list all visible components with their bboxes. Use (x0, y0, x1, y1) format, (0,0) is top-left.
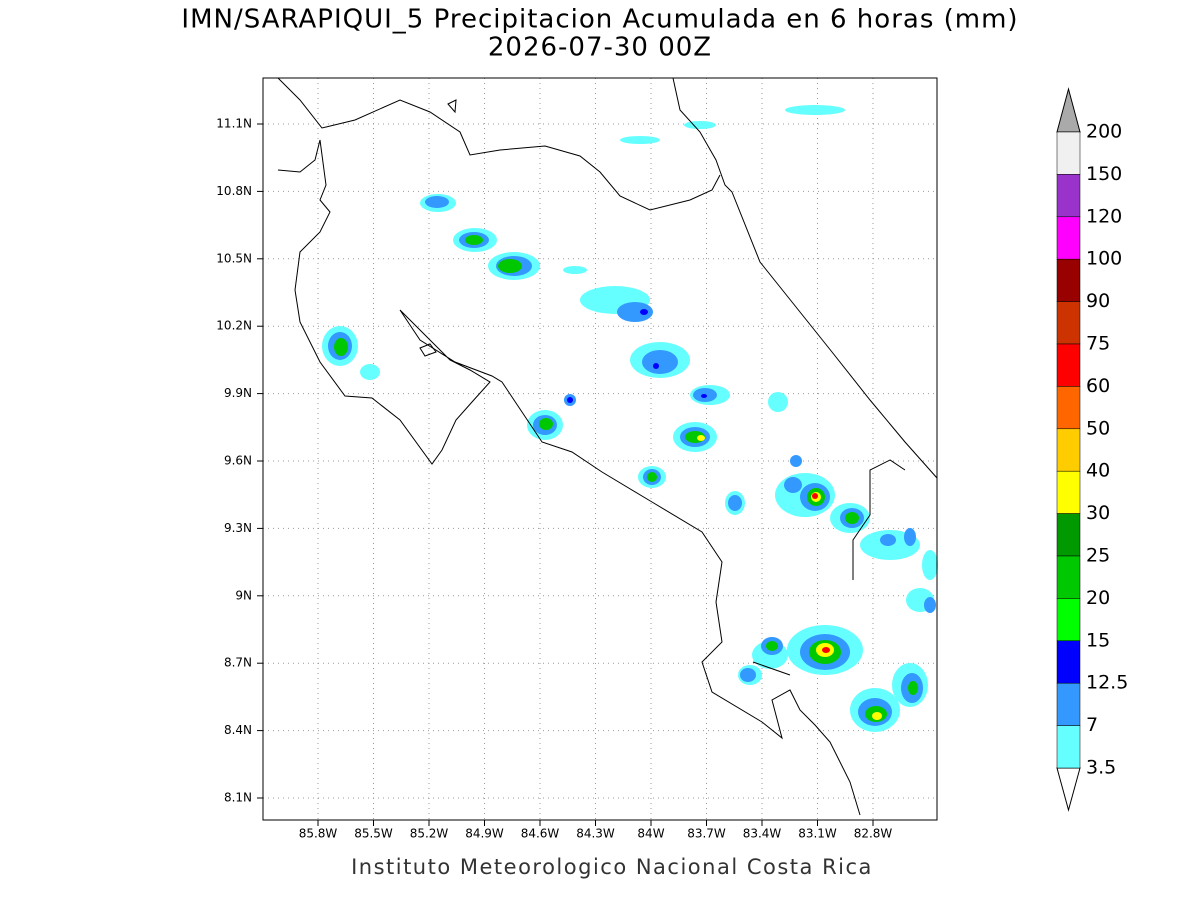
colorbar-label: 3.5 (1086, 757, 1116, 779)
precipitation (322, 105, 938, 732)
colorbar-below (1056, 767, 1081, 812)
colorbar-segment (1056, 343, 1081, 387)
grid (263, 78, 937, 820)
lat-tick-label: 10.2N (216, 319, 252, 333)
lat-tick-label: 11.1N (216, 117, 252, 131)
colorbar-segment (1056, 598, 1081, 642)
colorbar-label: 150 (1086, 163, 1122, 185)
colorbar-label: 40 (1086, 460, 1110, 482)
colorbar-label: 25 (1086, 545, 1110, 567)
colorbar-label: 20 (1086, 587, 1110, 609)
colorbar-segment (1056, 258, 1081, 302)
colorbar-label: 60 (1086, 375, 1110, 397)
colorbar-segment (1056, 555, 1081, 599)
colorbar-segment (1056, 216, 1081, 260)
lat-tick-label: 9N (235, 588, 252, 602)
colorbar-segment (1056, 725, 1081, 769)
subtitle: 2026-07-30 00Z (488, 33, 712, 63)
lon-tick-label: 85.5W (354, 827, 393, 841)
colorbar-label: 30 (1086, 502, 1110, 524)
ticks: 85.8W 85.5W 85.2W 84.9W 84.6W 84.3W 84W 83.7W 83… (216, 117, 892, 841)
coastline (277, 77, 938, 816)
lat-tick-label: 9.3N (224, 521, 252, 535)
colorbar-segment (1056, 682, 1081, 726)
colorbar-label: 15 (1086, 629, 1110, 651)
colorbar: 200 150 120 100 90 75 60 50 40 30 25 20 15 12.5 7 3.5 (1056, 87, 1128, 812)
lat-tick-label: 8.1N (224, 791, 252, 805)
colorbar-label: 100 (1086, 248, 1122, 270)
colorbar-segment (1056, 470, 1081, 514)
colorbar-label: 200 (1086, 121, 1122, 143)
colorbar-label: 90 (1086, 290, 1110, 312)
lon-tick-label: 85.8W (299, 827, 338, 841)
lon-tick-label: 84.3W (576, 827, 615, 841)
map-frame (262, 77, 938, 821)
colorbar-segment (1056, 386, 1081, 430)
colorbar-segment (1056, 513, 1081, 557)
colorbar-label: 50 (1086, 417, 1110, 439)
colorbar-segment (1056, 428, 1081, 472)
colorbar-label: 12.5 (1086, 672, 1128, 694)
lon-tick-label: 83.7W (687, 827, 726, 841)
lon-tick-label: 85.2W (410, 827, 449, 841)
lat-tick-label: 10.5N (216, 251, 252, 265)
lat-tick-label: 9.9N (224, 386, 252, 400)
colorbar-above (1056, 87, 1081, 133)
lon-tick-label: 84W (637, 827, 664, 841)
colorbar-label: 120 (1086, 205, 1122, 227)
lat-tick-label: 10.8N (216, 184, 252, 198)
colorbar-segment (1056, 174, 1081, 218)
colorbar-label: 7 (1086, 714, 1098, 736)
lat-tick-label: 8.7N (224, 656, 252, 670)
colorbar-segment (1056, 301, 1081, 345)
colorbar-label: 75 (1086, 333, 1110, 355)
lat-tick-label: 8.4N (224, 723, 252, 737)
title: IMN/SARAPIQUI_5 Precipitacion Acumulada … (181, 5, 1018, 35)
colorbar-segment (1056, 131, 1081, 175)
lon-tick-label: 84.6W (521, 827, 560, 841)
lon-tick-label: 84.9W (465, 827, 504, 841)
lat-tick-label: 9.6N (224, 454, 252, 468)
lon-tick-label: 83.1W (798, 827, 837, 841)
lon-tick-label: 83.4W (743, 827, 782, 841)
lon-tick-label: 82.8W (854, 827, 893, 841)
colorbar-segment (1056, 640, 1081, 684)
footer: Instituto Meteorologico Nacional Costa R… (351, 855, 873, 879)
